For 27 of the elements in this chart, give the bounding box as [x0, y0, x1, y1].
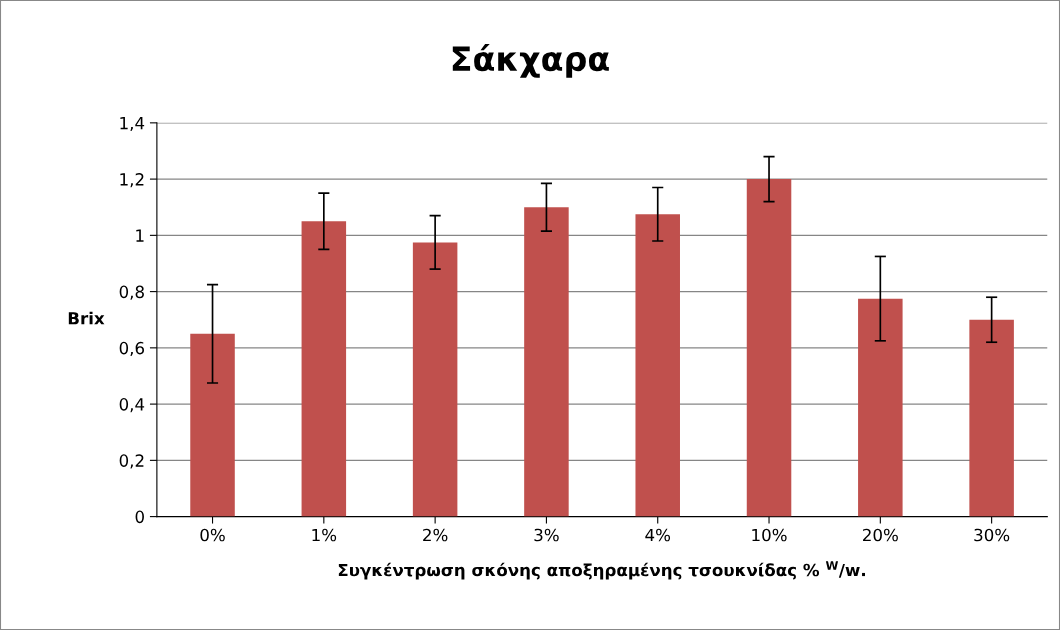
y-tick-label: 1	[136, 229, 144, 242]
x-tick-label: 3%	[534, 528, 559, 542]
x-tick-label: 4%	[645, 528, 671, 542]
bar	[858, 298, 903, 517]
y-tick-label: 0,8	[119, 285, 144, 300]
bar	[301, 221, 347, 517]
x-tick-label: 1%	[312, 528, 337, 542]
y-tick-label: 0	[135, 510, 144, 524]
x-tick-label: 10%	[752, 528, 787, 542]
y-tick-label: 1,2	[120, 173, 144, 188]
bar	[524, 207, 569, 517]
y-tick-label: 0,6	[119, 341, 145, 357]
y-axis-title: Brix	[68, 311, 105, 325]
y-tick-label: 0,4	[119, 398, 145, 413]
x-tick-label: 2%	[423, 528, 448, 542]
bar	[635, 214, 680, 517]
x-axis-title: Συγκέντρωση σκόνης αποξηραμένης τσουκνίδας % $^{W}$/w.	[338, 561, 865, 580]
chart-title: Σάκχαρα	[452, 44, 609, 78]
x-tick-label: 30%	[974, 528, 1010, 542]
y-tick-label: 0,2	[119, 454, 144, 469]
y-tick-label: 1,4	[120, 117, 145, 132]
x-tick-label: 0%	[200, 528, 225, 542]
bar	[190, 333, 235, 517]
bar	[746, 179, 792, 517]
x-tick-label: 20%	[863, 528, 898, 542]
bar	[969, 319, 1014, 517]
bar	[412, 242, 458, 517]
